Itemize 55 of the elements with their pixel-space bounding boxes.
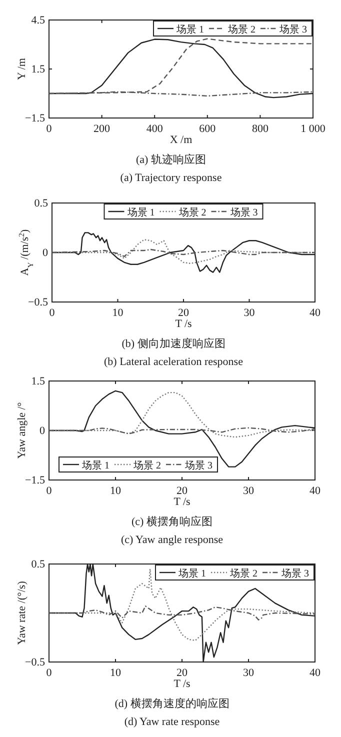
x-tick-label: 1 000 [300, 123, 326, 135]
text: (c) Yaw angle response [120, 534, 224, 546]
x-tick-label: 600 [199, 123, 216, 135]
text: (d) 横摆角速度的响应图 [114, 697, 230, 710]
x-tick-label: 200 [94, 123, 111, 135]
legend-label: 场景 1 [176, 24, 204, 36]
text: (a) 轨迹响应图 [136, 153, 206, 166]
legend-label: 场景 2 [178, 206, 206, 218]
y-tick-label: −1.5 [25, 474, 46, 486]
y-tick-label: 0.5 [31, 558, 46, 570]
legend-label: 场景 3 [280, 568, 309, 580]
y-tick-label: 0 [40, 425, 46, 437]
x-axis-title: X /m [170, 134, 193, 146]
x-tick-label: 10 [110, 667, 122, 679]
legend-label: 场景 1 [81, 460, 110, 472]
y-tick-label: −0.5 [25, 656, 46, 668]
y-tick-label: 4.5 [31, 14, 46, 26]
x-axis-title: T /s [175, 318, 192, 330]
x-tick-label: 30 [244, 307, 256, 319]
x-tick-label: 400 [146, 123, 164, 135]
y-axis-title: Y /m [16, 58, 28, 80]
text: (d) Yaw rate response [124, 716, 220, 728]
text: (a) Trajectory response [120, 172, 222, 184]
x-tick-label: 40 [310, 307, 321, 319]
x-tick-label: 20 [178, 307, 190, 319]
x-axis-title: T /s [174, 678, 190, 690]
y-tick-label: 1.5 [31, 376, 46, 388]
x-tick-label: 10 [112, 307, 124, 319]
x-tick-label: 40 [310, 485, 321, 497]
y-tick-label: 1.5 [31, 64, 46, 76]
y-tick-label: 0 [42, 247, 48, 259]
legend-label: 场景 3 [229, 206, 258, 218]
x-tick-label: 800 [252, 123, 269, 135]
x-tick-label: 30 [243, 667, 254, 679]
x-axis-title: T /s [174, 496, 190, 508]
y-tick-label: 0.5 [34, 198, 48, 210]
y-tick-label: −0.5 [28, 296, 48, 308]
legend-label: 场景 2 [227, 24, 256, 36]
x-tick-label: 40 [310, 667, 321, 679]
legend-label: 场景 3 [184, 460, 212, 472]
y-tick-label: −1.5 [25, 112, 46, 124]
legend-label: 场景 1 [178, 568, 206, 580]
x-tick-label: 30 [243, 485, 254, 497]
legend-label: 场景 2 [229, 568, 258, 580]
legend-label: 场景 3 [278, 24, 307, 36]
y-axis-title: Yaw rate /(°/s) [16, 580, 28, 645]
text: (c) 横摆角响应图 [132, 515, 212, 528]
x-tick-label: 20 [176, 485, 188, 497]
x-tick-label: 10 [110, 485, 122, 497]
y-axis-title: Yaw angle /° [16, 402, 28, 459]
text: (b) Lateral aceleration response [104, 356, 244, 368]
x-tick-label: 20 [176, 667, 188, 679]
text: (b) 侧向加速度响应图 [122, 337, 226, 350]
legend-label: 场景 1 [126, 206, 155, 218]
legend-label: 场景 2 [132, 460, 161, 472]
